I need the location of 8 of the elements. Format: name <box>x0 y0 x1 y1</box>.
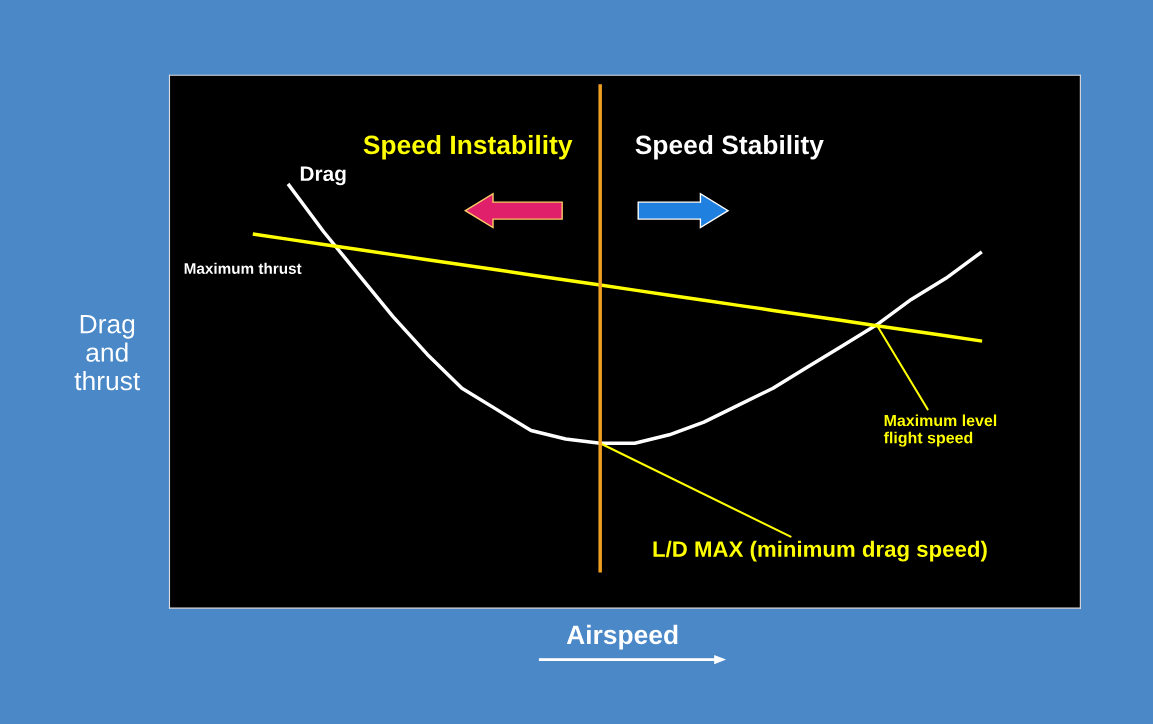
annotation: Maximum level flight speed <box>883 414 997 447</box>
text: Speed Instability <box>363 134 573 160</box>
x-axis-title: Airspeed <box>566 624 678 650</box>
annotation: L/D MAX (minimum drag speed) <box>653 540 987 562</box>
text: Speed Stability <box>635 134 824 160</box>
series-label: Drag <box>300 166 346 186</box>
series-label: Maximum thrust <box>184 262 302 274</box>
y-axis-title: Drag and thrust <box>74 315 141 391</box>
